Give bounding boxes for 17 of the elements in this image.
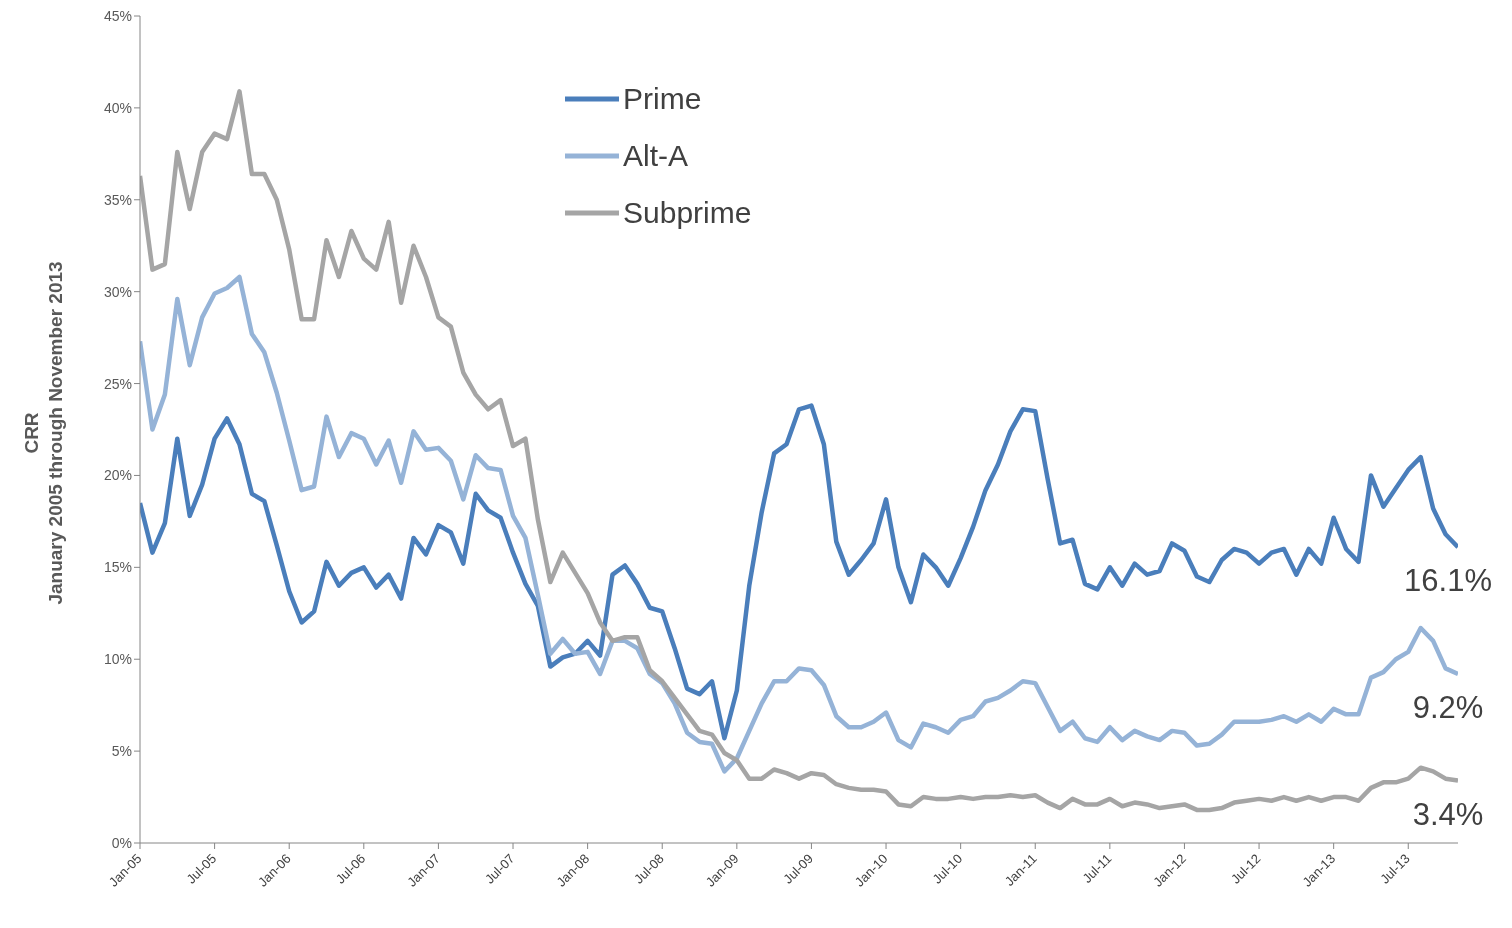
y-tick-label: 25%	[103, 375, 132, 392]
y-tick-label: 35%	[103, 191, 132, 208]
y-tick-label: 20%	[103, 467, 132, 484]
y-tick-label: 10%	[103, 651, 132, 668]
annotation: 16.1%	[1404, 563, 1492, 599]
legend-label: Prime	[623, 81, 702, 116]
y-tick-label: 45%	[103, 7, 132, 24]
y-tick-label: 0%	[111, 834, 132, 851]
legend-label: Subprime	[623, 195, 752, 230]
annotation: 9.2%	[1412, 689, 1484, 725]
y-axis-title: CRR January 2005 through November 2013	[21, 261, 66, 605]
y-tick-label: 40%	[103, 99, 132, 116]
y-tick-label: 30%	[103, 283, 132, 300]
annotation: 3.4%	[1412, 796, 1484, 832]
y-tick-label: 15%	[103, 559, 132, 576]
y-tick-label: 5%	[111, 743, 132, 760]
legend-label: Alt-A	[623, 138, 689, 173]
